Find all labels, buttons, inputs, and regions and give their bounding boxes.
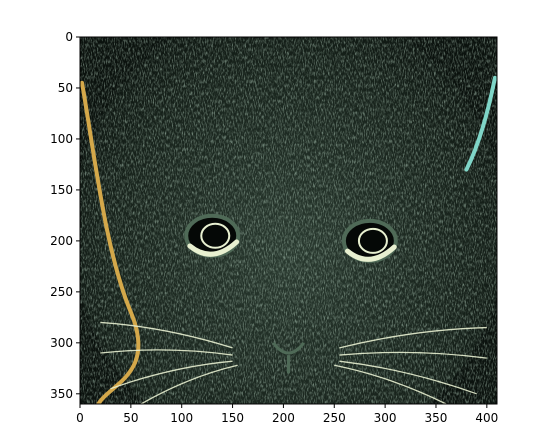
y-tick-label: 200 <box>50 234 73 248</box>
y-tick-label: 250 <box>50 285 73 299</box>
x-tick-label: 350 <box>425 411 448 425</box>
right-eye-lower-lid <box>344 244 397 262</box>
y-tick-label: 150 <box>50 183 73 197</box>
x-tick-label: 0 <box>76 411 84 425</box>
whisker <box>140 364 238 404</box>
y-tick-label: 300 <box>50 336 73 350</box>
right-eye <box>341 218 398 263</box>
whisker <box>100 349 233 356</box>
right-eye-inner <box>357 227 388 254</box>
left-eye <box>184 213 241 258</box>
right-edge-glow <box>464 75 497 172</box>
x-axis-ticks: 0 50 100 150 200 250 300 350 400 <box>76 404 498 425</box>
left-eye-lower-lid <box>187 239 240 257</box>
axes-frame <box>79 36 498 405</box>
y-axis-ticks: 0 50 100 150 200 250 300 350 <box>50 30 80 401</box>
x-tick-label: 150 <box>221 411 244 425</box>
y-tick-label: 50 <box>58 81 73 95</box>
whisker <box>339 360 477 395</box>
whiskers <box>100 321 487 404</box>
x-tick-label: 100 <box>170 411 193 425</box>
whisker <box>110 360 233 390</box>
y-tick-label: 350 <box>50 387 73 401</box>
whisker <box>339 326 487 349</box>
x-tick-label: 50 <box>123 411 138 425</box>
x-tick-label: 250 <box>323 411 346 425</box>
x-tick-label: 300 <box>374 411 397 425</box>
fur-texture <box>80 37 497 404</box>
y-tick-label: 100 <box>50 132 73 146</box>
whisker <box>100 321 233 349</box>
whisker <box>334 364 447 404</box>
nose <box>272 341 305 374</box>
x-tick-label: 400 <box>475 411 498 425</box>
y-tick-label: 0 <box>65 30 73 44</box>
whisker <box>339 351 487 359</box>
left-eye-inner <box>200 222 231 249</box>
image-content <box>80 37 497 404</box>
x-tick-label: 200 <box>272 411 295 425</box>
left-edge-glow <box>80 80 141 404</box>
